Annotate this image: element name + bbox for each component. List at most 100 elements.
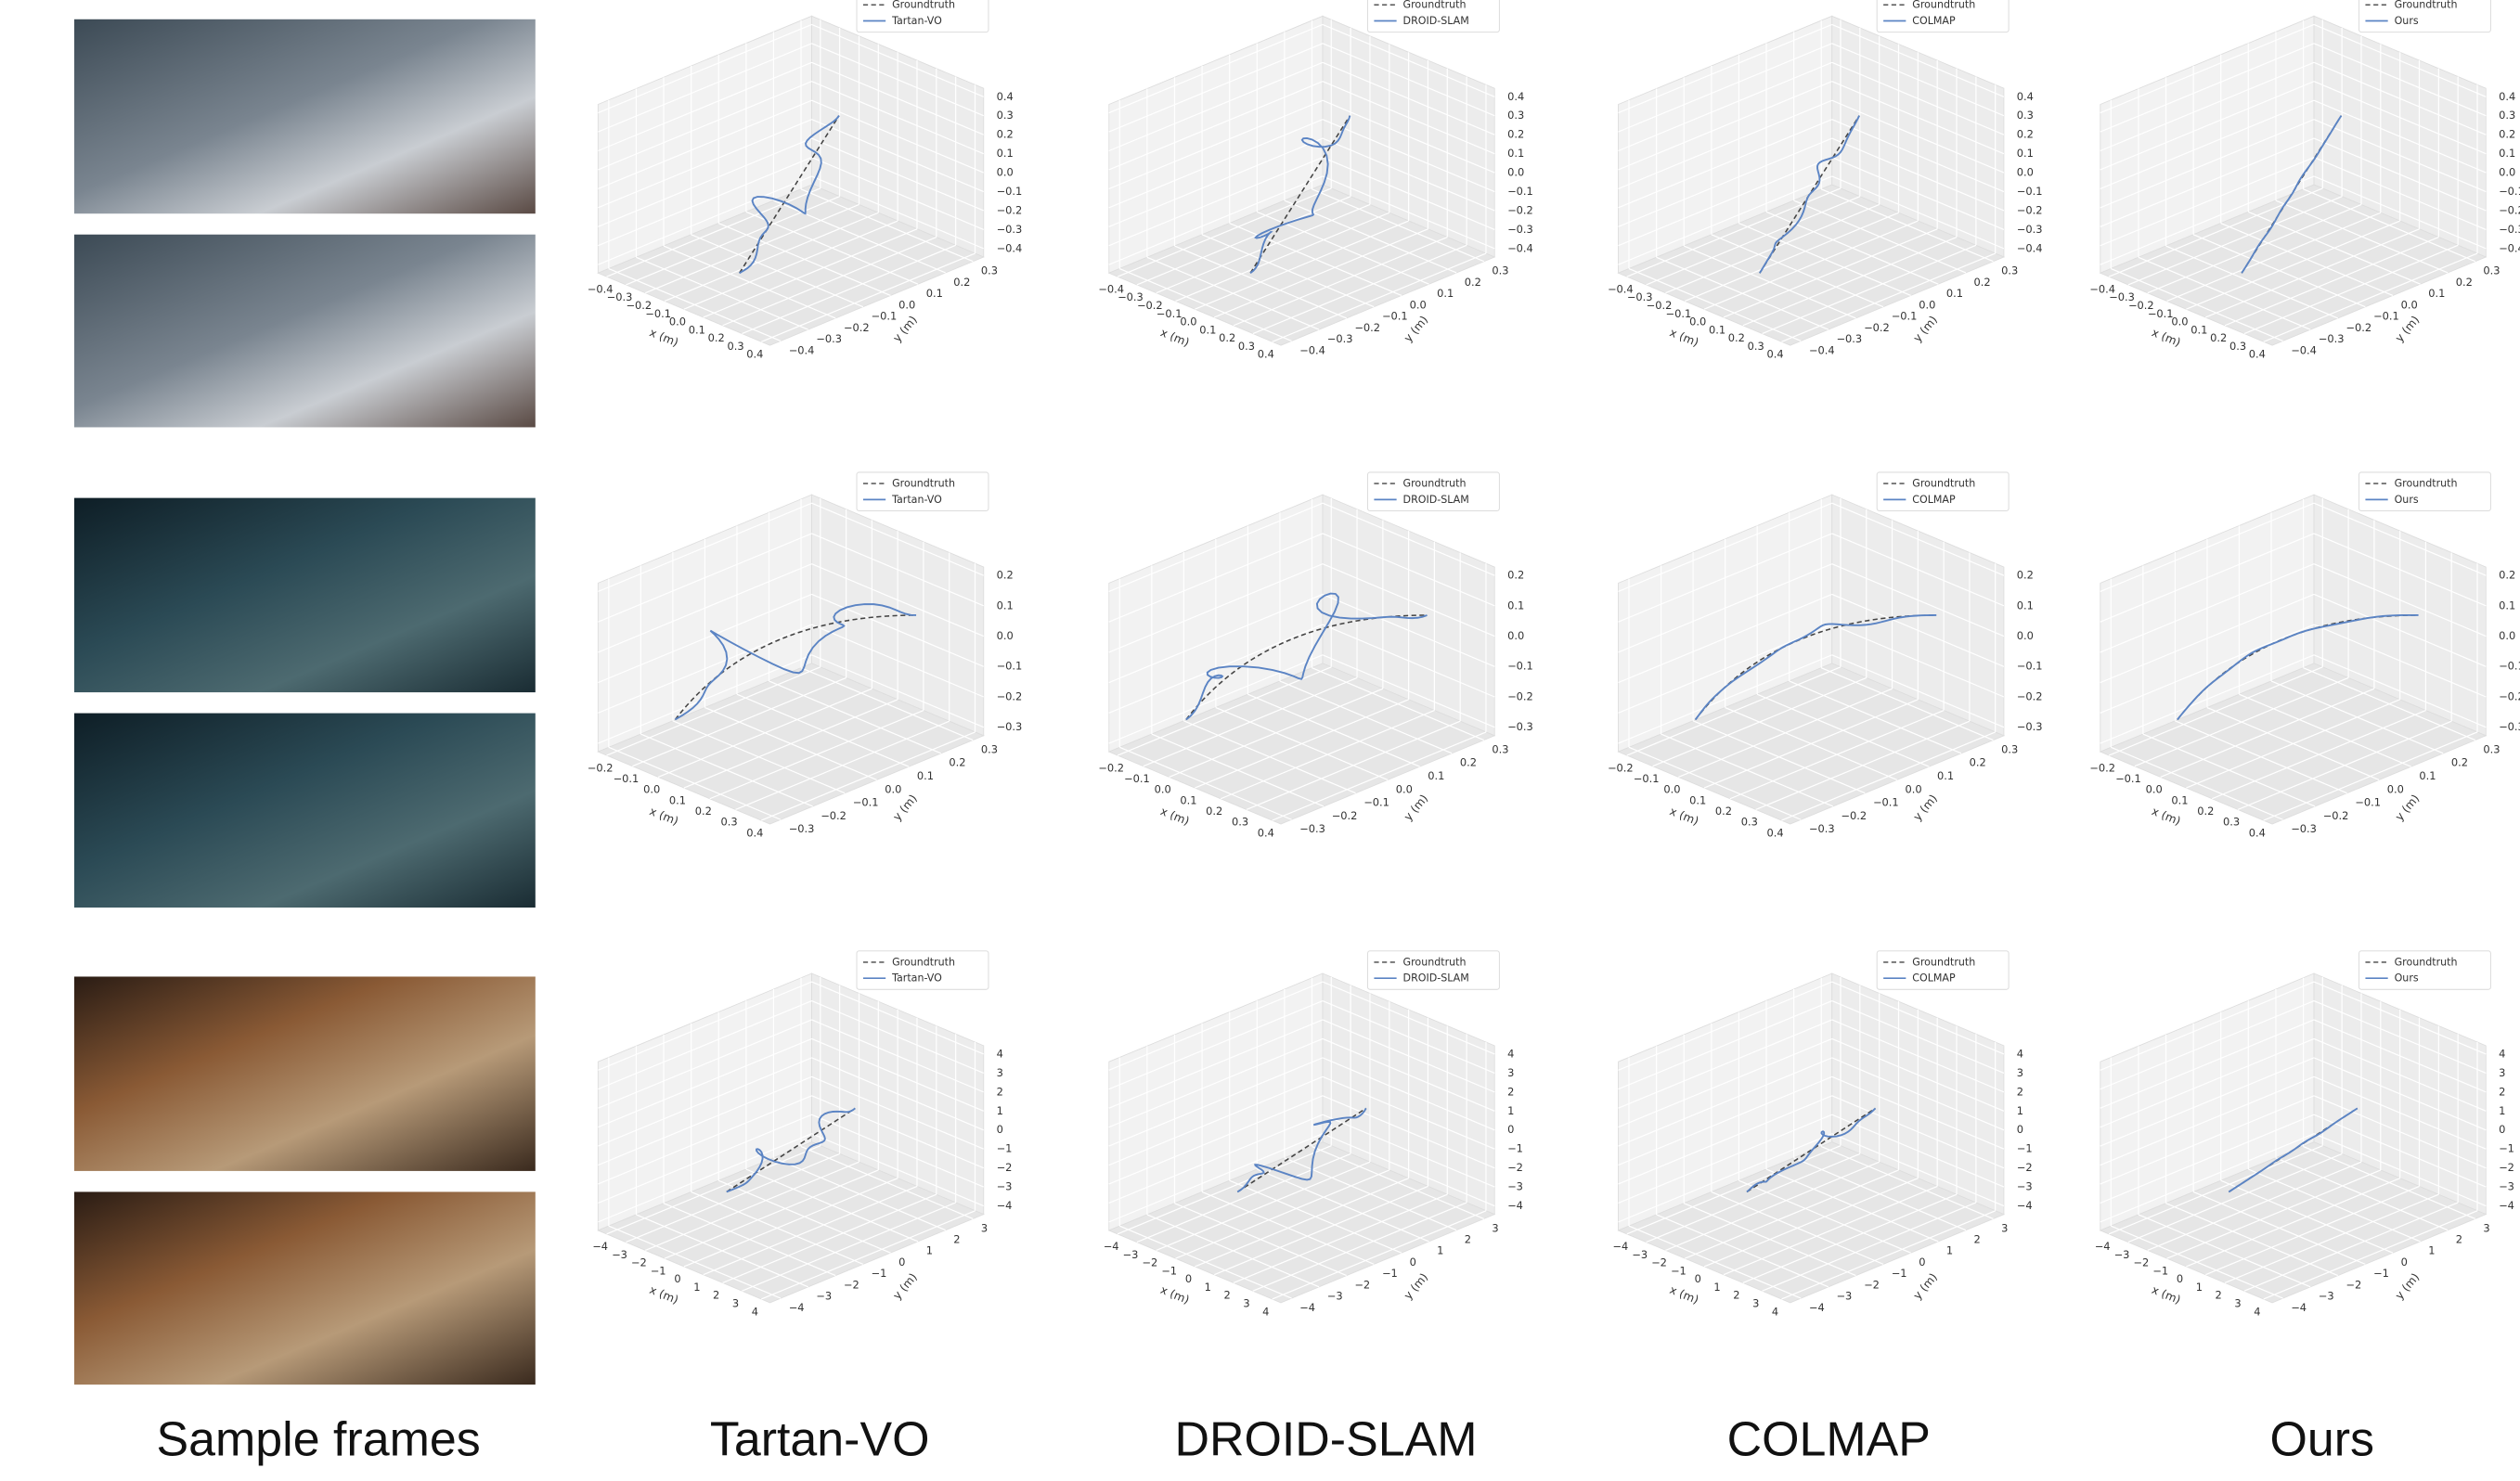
x-tick-label: 0 bbox=[674, 1272, 680, 1285]
plot-3d: −4−3−2−101234−4−3−2−10123−4−3−2−101234x … bbox=[1104, 951, 1523, 1319]
x-tick-label: 0.0 bbox=[1689, 316, 1706, 328]
page: {"column_titles": ["Sample frames", "Tar… bbox=[0, 0, 2520, 1481]
y-tick-label: −0.1 bbox=[1873, 796, 1899, 809]
x-tick-label: 0.2 bbox=[695, 805, 712, 818]
z-tick-label: 0.1 bbox=[997, 599, 1014, 612]
x-tick-label: 0.3 bbox=[1232, 816, 1248, 829]
x-tick-label: 0.3 bbox=[1238, 340, 1255, 353]
y-tick-label: −1 bbox=[1892, 1267, 1907, 1280]
z-tick-label: 3 bbox=[2499, 1066, 2505, 1079]
y-tick-label: −4 bbox=[1299, 1301, 1315, 1314]
y-tick-label: −0.2 bbox=[1354, 321, 1380, 334]
z-tick-label: −0.4 bbox=[997, 241, 1023, 254]
z-tick-label: −4 bbox=[2017, 1199, 2033, 1212]
y-tick-label: −2 bbox=[2346, 1278, 2361, 1291]
x-tick-label: −0.1 bbox=[645, 307, 671, 320]
column-title: DROID-SLAM bbox=[1174, 1412, 1477, 1466]
plot-3d: −0.4−0.3−0.2−0.10.00.10.20.30.4−0.4−0.3−… bbox=[1098, 0, 1533, 361]
z-tick-label: −0.1 bbox=[2017, 185, 2043, 198]
x-tick-label: 0.4 bbox=[2249, 348, 2266, 361]
z-tick-label: 4 bbox=[997, 1047, 1003, 1060]
y-tick-label: −0.1 bbox=[872, 310, 898, 323]
z-tick-label: 0.0 bbox=[997, 629, 1014, 642]
z-tick-label: −0.2 bbox=[2499, 203, 2520, 216]
y-tick-label: 0.2 bbox=[2456, 276, 2473, 289]
x-tick-label: 4 bbox=[2254, 1305, 2260, 1318]
x-tick-label: 4 bbox=[1262, 1305, 1269, 1318]
y-tick-label: 2 bbox=[2456, 1233, 2462, 1246]
legend-label: Groundtruth bbox=[2395, 477, 2458, 489]
legend-label: Ours bbox=[2395, 494, 2419, 506]
x-tick-label: −0.2 bbox=[588, 761, 614, 774]
z-tick-label: 3 bbox=[2017, 1066, 2023, 1079]
plot-3d: −0.2−0.10.00.10.20.30.4−0.3−0.2−0.10.00.… bbox=[588, 472, 1023, 840]
y-tick-label: 0 bbox=[2401, 1256, 2408, 1269]
plot-3d: −4−3−2−101234−4−3−2−10123−4−3−2−101234x … bbox=[1612, 951, 2032, 1319]
x-tick-label: 2 bbox=[2216, 1289, 2222, 1302]
legend-label: DROID-SLAM bbox=[1403, 15, 1469, 27]
z-tick-label: −0.2 bbox=[1507, 203, 1533, 216]
y-tick-label: 0.0 bbox=[885, 782, 901, 795]
y-tick-label: −0.1 bbox=[1382, 310, 1408, 323]
y-axis-label: y (m) bbox=[2393, 1270, 2422, 1302]
z-tick-label: −1 bbox=[2017, 1142, 2033, 1155]
y-tick-label: −0.2 bbox=[1332, 809, 1358, 822]
x-tick-label: −4 bbox=[1104, 1240, 1119, 1253]
x-tick-label: −0.2 bbox=[2089, 761, 2115, 774]
x-tick-label: −3 bbox=[1632, 1248, 1648, 1261]
sample-frame bbox=[74, 714, 536, 908]
z-tick-label: 0.1 bbox=[2017, 147, 2034, 160]
y-tick-label: 0.3 bbox=[981, 742, 998, 755]
y-tick-label: 1 bbox=[1437, 1244, 1443, 1257]
y-tick-label: 0.1 bbox=[1946, 287, 1963, 300]
z-tick-label: 0.3 bbox=[2017, 109, 2034, 122]
plot-3d: −0.4−0.3−0.2−0.10.00.10.20.30.4−0.4−0.3−… bbox=[1608, 0, 2043, 361]
z-tick-label: −1 bbox=[1507, 1142, 1523, 1155]
x-tick-label: 0.4 bbox=[1766, 348, 1783, 361]
z-tick-label: −0.4 bbox=[1507, 241, 1533, 254]
y-tick-label: 0.2 bbox=[1970, 756, 1986, 769]
x-tick-label: −0.2 bbox=[1098, 761, 1124, 774]
y-tick-label: −0.3 bbox=[2291, 822, 2317, 835]
y-tick-label: −4 bbox=[789, 1301, 805, 1314]
z-tick-label: −0.2 bbox=[1507, 689, 1533, 702]
z-tick-label: 0.0 bbox=[997, 166, 1014, 179]
z-tick-label: 0.2 bbox=[997, 569, 1014, 582]
z-tick-label: −1 bbox=[2499, 1142, 2514, 1155]
y-tick-label: −0.4 bbox=[1809, 343, 1835, 356]
z-tick-label: 0.0 bbox=[2017, 629, 2034, 642]
x-tick-label: −0.1 bbox=[614, 772, 640, 785]
z-tick-label: −0.1 bbox=[1507, 660, 1533, 673]
y-tick-label: 0.2 bbox=[1460, 756, 1477, 769]
y-tick-label: 0.1 bbox=[1428, 769, 1444, 782]
legend-label: Ours bbox=[2395, 15, 2419, 27]
x-tick-label: 4 bbox=[752, 1305, 758, 1318]
plot-3d: −4−3−2−101234−4−3−2−10123−4−3−2−101234x … bbox=[2095, 951, 2514, 1319]
sample-frame bbox=[74, 19, 536, 213]
x-axis-label: x (m) bbox=[2150, 326, 2182, 349]
x-axis-label: x (m) bbox=[1668, 326, 1700, 349]
z-tick-label: 1 bbox=[1507, 1104, 1514, 1117]
x-tick-label: −1 bbox=[1161, 1264, 1177, 1277]
y-tick-label: 0 bbox=[1410, 1256, 1416, 1269]
x-tick-label: −4 bbox=[1612, 1240, 1628, 1253]
y-tick-label: −0.1 bbox=[1363, 796, 1389, 809]
z-tick-label: 0.1 bbox=[2499, 147, 2515, 160]
x-tick-label: 0.1 bbox=[1689, 793, 1706, 806]
x-tick-label: 0.3 bbox=[1741, 816, 1758, 829]
z-tick-label: 0.2 bbox=[2499, 569, 2515, 582]
y-tick-label: 0.1 bbox=[2428, 287, 2445, 300]
y-tick-label: 3 bbox=[981, 1221, 988, 1234]
x-tick-label: 2 bbox=[1733, 1289, 1739, 1302]
y-tick-label: 0.2 bbox=[949, 756, 965, 769]
z-tick-label: 0.1 bbox=[2499, 599, 2515, 612]
y-tick-label: 0.1 bbox=[2419, 769, 2436, 782]
z-tick-label: −3 bbox=[2017, 1180, 2033, 1193]
x-tick-label: −3 bbox=[1123, 1248, 1139, 1261]
z-tick-label: 3 bbox=[997, 1066, 1003, 1079]
y-tick-label: −2 bbox=[1864, 1278, 1880, 1291]
z-tick-label: 0.2 bbox=[2017, 569, 2034, 582]
plot-3d: −0.2−0.10.00.10.20.30.4−0.3−0.2−0.10.00.… bbox=[1608, 472, 2043, 840]
x-tick-label: −2 bbox=[631, 1256, 647, 1269]
z-tick-label: −2 bbox=[997, 1161, 1013, 1174]
